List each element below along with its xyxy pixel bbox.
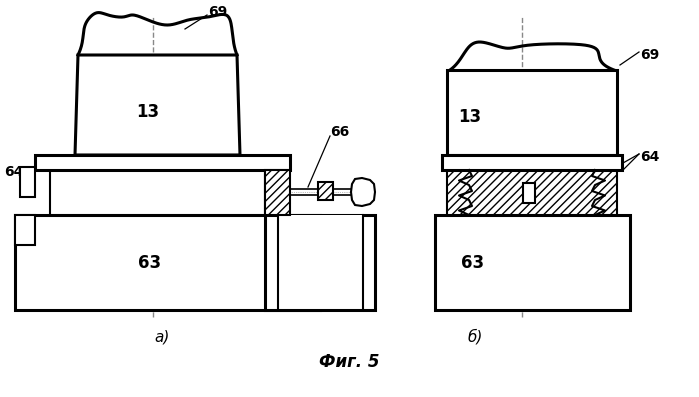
Bar: [15, 215, 320, 310]
Text: 63: 63: [461, 254, 484, 272]
Text: 13: 13: [136, 103, 159, 121]
Bar: [442, 155, 622, 170]
Text: б): б): [468, 329, 483, 345]
Polygon shape: [351, 178, 375, 206]
Text: 69: 69: [208, 5, 228, 19]
Bar: [15, 215, 35, 245]
Text: 63: 63: [138, 254, 161, 272]
Bar: [318, 182, 333, 200]
Bar: [35, 155, 290, 170]
Bar: [50, 165, 265, 215]
Bar: [447, 70, 617, 155]
Bar: [265, 170, 290, 215]
Bar: [265, 215, 375, 310]
Text: 13: 13: [459, 108, 482, 126]
Text: а): а): [154, 330, 170, 345]
Bar: [20, 167, 35, 197]
Text: Фиг. 5: Фиг. 5: [319, 353, 380, 371]
Bar: [447, 170, 617, 215]
Bar: [278, 215, 363, 250]
Bar: [435, 215, 630, 310]
Bar: [523, 183, 535, 203]
Text: 64: 64: [4, 165, 24, 179]
Polygon shape: [75, 55, 240, 155]
Text: 66: 66: [331, 125, 350, 139]
Text: 64: 64: [640, 150, 659, 164]
Text: 69: 69: [640, 48, 659, 62]
